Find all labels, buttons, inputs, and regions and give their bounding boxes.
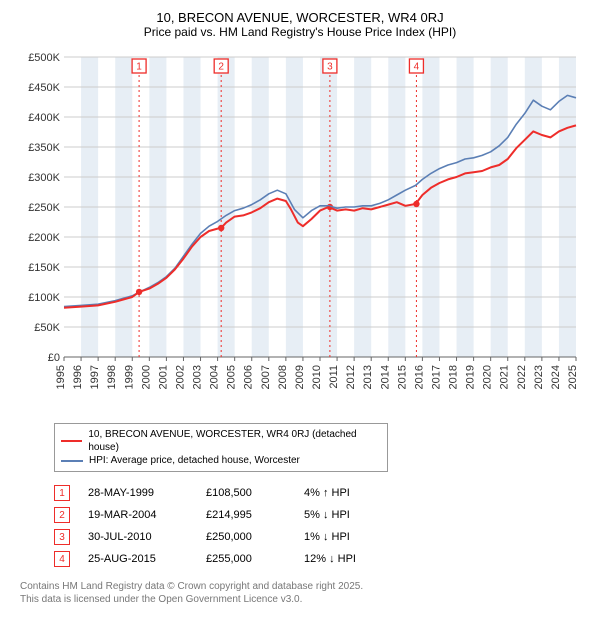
svg-text:2000: 2000 xyxy=(140,365,152,389)
chart-title: 10, BRECON AVENUE, WORCESTER, WR4 0RJ xyxy=(10,10,590,25)
svg-text:1: 1 xyxy=(136,62,142,73)
legend-item: HPI: Average price, detached house, Worc… xyxy=(61,454,381,467)
svg-text:2004: 2004 xyxy=(209,365,221,389)
chart-svg: £0 £50K £100K £150K £200K £250K £300K £350K £400… xyxy=(20,47,580,417)
svg-text:£350K: £350K xyxy=(28,142,60,154)
transaction-row: 4 25-AUG-2015 £255,000 12% ↓ HPI xyxy=(54,548,590,570)
svg-text:£0: £0 xyxy=(48,352,60,364)
svg-text:2023: 2023 xyxy=(533,365,545,389)
transaction-marker: 1 xyxy=(54,485,70,501)
svg-text:£100K: £100K xyxy=(28,292,60,304)
transaction-marker: 4 xyxy=(54,551,70,567)
svg-text:2022: 2022 xyxy=(516,365,528,389)
svg-text:2016: 2016 xyxy=(413,365,425,389)
svg-text:1999: 1999 xyxy=(123,365,135,389)
svg-text:2015: 2015 xyxy=(396,365,408,389)
transaction-price: £250,000 xyxy=(206,531,286,543)
transaction-price: £255,000 xyxy=(206,553,286,565)
transactions-table: 1 28-MAY-1999 £108,500 4% ↑ HPI 2 19-MAR-2004… xyxy=(54,482,590,570)
transaction-date: 30-JUL-2010 xyxy=(88,531,188,543)
svg-text:2011: 2011 xyxy=(328,365,340,389)
transaction-row: 1 28-MAY-1999 £108,500 4% ↑ HPI xyxy=(54,482,590,504)
transaction-hpi-diff: 5% ↓ HPI xyxy=(304,509,394,521)
svg-text:2017: 2017 xyxy=(430,365,442,389)
svg-text:2009: 2009 xyxy=(294,365,306,389)
transaction-hpi-diff: 12% ↓ HPI xyxy=(304,553,394,565)
svg-text:2014: 2014 xyxy=(379,365,391,389)
legend-label: HPI: Average price, detached house, Worc… xyxy=(89,454,300,467)
svg-text:£200K: £200K xyxy=(28,232,60,244)
svg-text:2013: 2013 xyxy=(362,365,374,389)
legend: 10, BRECON AVENUE, WORCESTER, WR4 0RJ (d… xyxy=(54,423,388,472)
svg-text:1996: 1996 xyxy=(72,365,84,389)
svg-text:£150K: £150K xyxy=(28,262,60,274)
svg-text:2024: 2024 xyxy=(550,365,562,389)
legend-swatch xyxy=(61,460,83,462)
transaction-date: 28-MAY-1999 xyxy=(88,487,188,499)
legend-item: 10, BRECON AVENUE, WORCESTER, WR4 0RJ (d… xyxy=(61,428,381,454)
transaction-hpi-diff: 4% ↑ HPI xyxy=(304,487,394,499)
license-note: Contains HM Land Registry data © Crown c… xyxy=(20,580,590,606)
chart-area: £0 £50K £100K £150K £200K £250K £300K £350K £400… xyxy=(20,47,580,417)
svg-text:3: 3 xyxy=(327,62,333,73)
svg-text:2020: 2020 xyxy=(482,365,494,389)
transaction-row: 2 19-MAR-2004 £214,995 5% ↓ HPI xyxy=(54,504,590,526)
svg-text:£300K: £300K xyxy=(28,172,60,184)
svg-text:1997: 1997 xyxy=(89,365,101,389)
svg-text:2012: 2012 xyxy=(345,365,357,389)
license-line-2: This data is licensed under the Open Gov… xyxy=(20,594,302,605)
svg-text:2: 2 xyxy=(218,62,224,73)
license-line-1: Contains HM Land Registry data © Crown c… xyxy=(20,581,363,592)
svg-text:2010: 2010 xyxy=(311,365,323,389)
svg-text:1995: 1995 xyxy=(55,365,67,389)
transaction-date: 19-MAR-2004 xyxy=(88,509,188,521)
svg-text:2008: 2008 xyxy=(277,365,289,389)
svg-text:4: 4 xyxy=(414,62,420,73)
transaction-marker: 3 xyxy=(54,529,70,545)
transaction-price: £214,995 xyxy=(206,509,286,521)
transaction-hpi-diff: 1% ↓ HPI xyxy=(304,531,394,543)
svg-text:2018: 2018 xyxy=(448,365,460,389)
svg-text:2003: 2003 xyxy=(192,365,204,389)
svg-text:£50K: £50K xyxy=(34,322,60,334)
transaction-row: 3 30-JUL-2010 £250,000 1% ↓ HPI xyxy=(54,526,590,548)
svg-text:2007: 2007 xyxy=(260,365,272,389)
svg-text:£450K: £450K xyxy=(28,82,60,94)
legend-swatch xyxy=(61,440,82,442)
svg-text:2001: 2001 xyxy=(157,365,169,389)
svg-text:1998: 1998 xyxy=(106,365,118,389)
svg-text:£250K: £250K xyxy=(28,202,60,214)
svg-text:£400K: £400K xyxy=(28,112,60,124)
svg-text:£500K: £500K xyxy=(28,52,60,64)
svg-text:2025: 2025 xyxy=(567,365,579,389)
svg-text:2005: 2005 xyxy=(226,365,238,389)
transaction-price: £108,500 xyxy=(206,487,286,499)
legend-label: 10, BRECON AVENUE, WORCESTER, WR4 0RJ (d… xyxy=(88,428,381,454)
transaction-marker: 2 xyxy=(54,507,70,523)
transaction-date: 25-AUG-2015 xyxy=(88,553,188,565)
chart-subtitle: Price paid vs. HM Land Registry's House … xyxy=(10,25,590,39)
svg-text:2019: 2019 xyxy=(465,365,477,389)
svg-text:2002: 2002 xyxy=(174,365,186,389)
svg-text:2021: 2021 xyxy=(499,365,511,389)
svg-text:2006: 2006 xyxy=(243,365,255,389)
